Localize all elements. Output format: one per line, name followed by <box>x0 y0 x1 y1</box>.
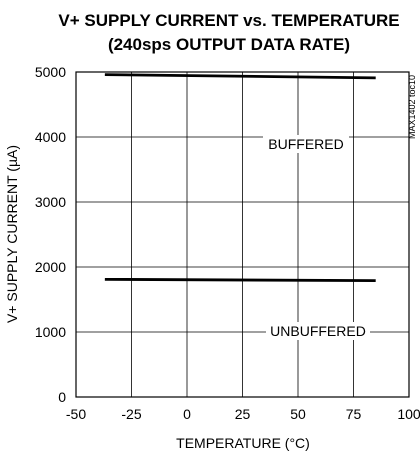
y-tick-label: 2000 <box>35 259 66 275</box>
x-tick-label: 0 <box>183 406 191 422</box>
chart-title-line2: (240sps OUTPUT DATA RATE) <box>108 35 350 54</box>
y-tick-label: 0 <box>58 389 66 405</box>
x-axis-label: TEMPERATURE (°C) <box>176 435 310 451</box>
x-tick-label: -25 <box>121 406 141 422</box>
x-tick-label: 75 <box>346 406 362 422</box>
series-line-unbuffered <box>104 277 376 283</box>
x-tick-label: 100 <box>397 406 420 422</box>
series-group: BUFFERED UNBUFFERED <box>104 73 376 340</box>
x-tick-label: -50 <box>66 406 86 422</box>
series-label-bg <box>263 135 349 153</box>
y-tick-label: 4000 <box>35 129 66 145</box>
x-tick-label: 50 <box>290 406 306 422</box>
chart-title-line1: V+ SUPPLY CURRENT vs. TEMPERATURE <box>58 11 399 30</box>
series-line-buffered <box>104 73 376 80</box>
y-tick-label: 1000 <box>35 324 66 340</box>
y-axis-label: V+ SUPPLY CURRENT (µA) <box>4 145 20 323</box>
side-label: MAX1402 toc10 <box>407 75 417 139</box>
y-tick-label: 3000 <box>35 194 66 210</box>
series-label-bg <box>266 322 370 340</box>
y-tick-label: 5000 <box>35 64 66 80</box>
grid <box>76 72 409 397</box>
series-label-buffered: BUFFERED <box>268 136 343 152</box>
x-tick-label: 25 <box>235 406 251 422</box>
plot-frame <box>75 71 410 398</box>
series-label-unbuffered: UNBUFFERED <box>270 323 366 339</box>
